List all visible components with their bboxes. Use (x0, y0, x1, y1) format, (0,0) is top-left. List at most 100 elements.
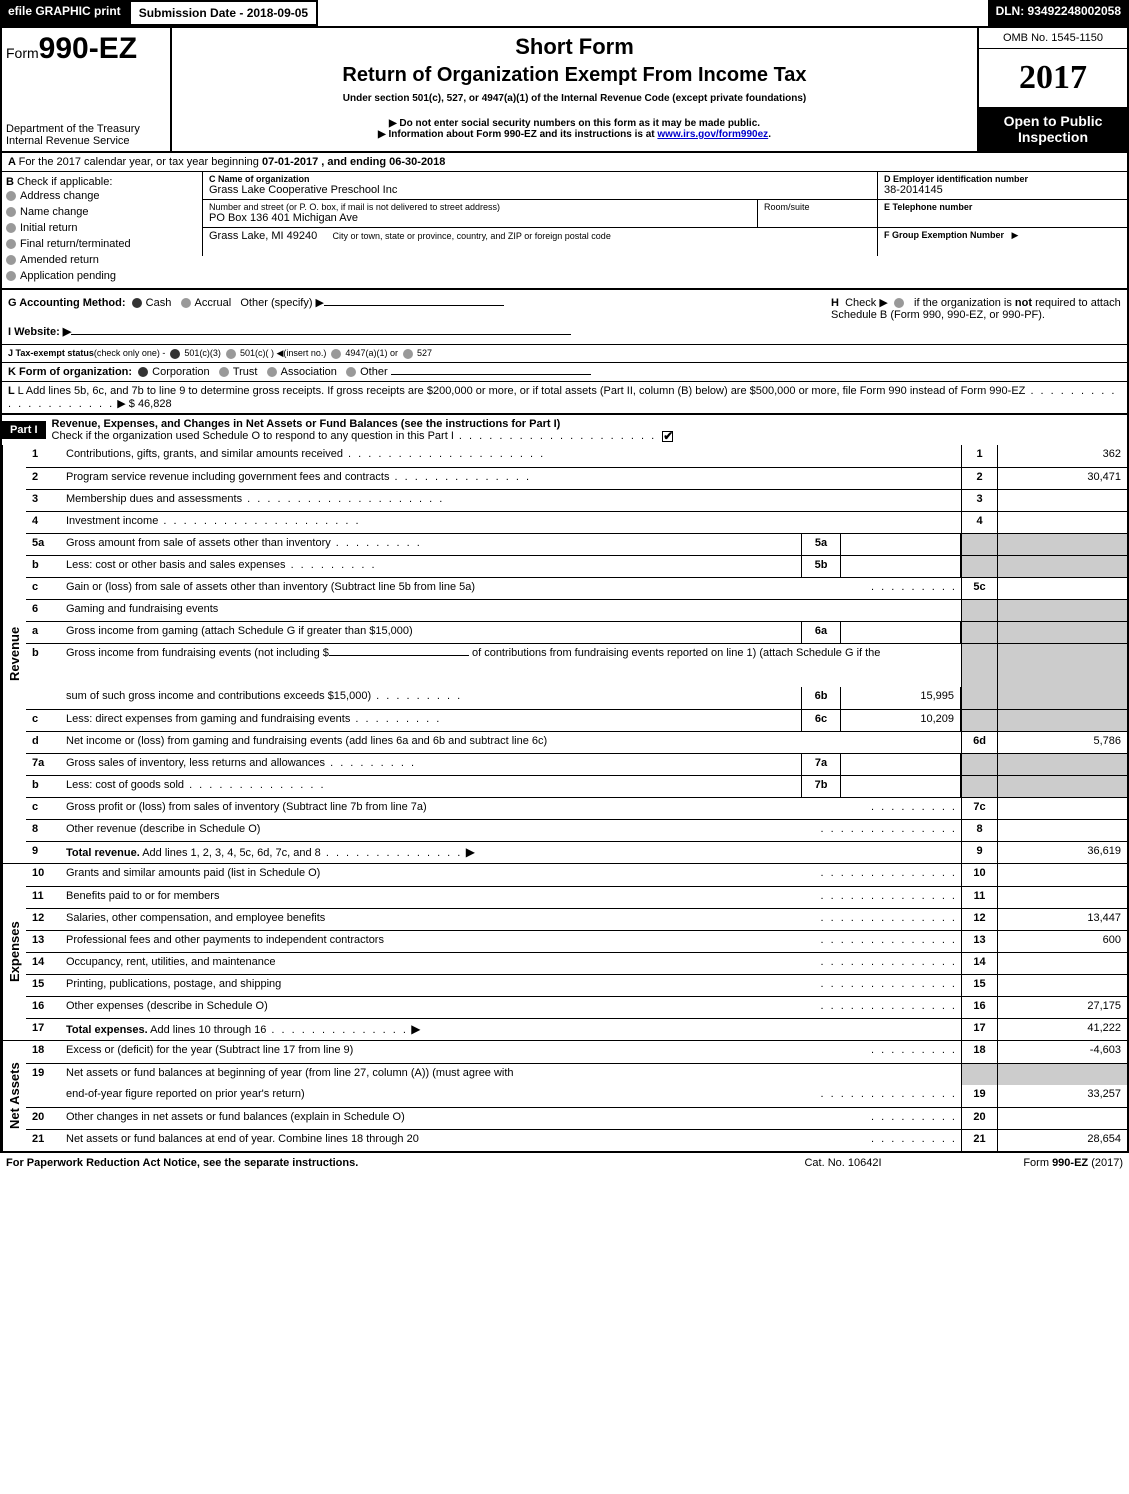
gh-right: H Check ▶ if the organization is not req… (821, 296, 1121, 338)
l6b-desc: Gross income from fundraising events (no… (62, 644, 961, 687)
header-right: OMB No. 1545-1150 2017 Open to Public In… (977, 28, 1127, 151)
efile-badge: efile GRAPHIC print (0, 0, 129, 26)
radio-h-check[interactable] (894, 298, 904, 308)
l6c-val-grey (997, 710, 1127, 731)
field-room: Room/suite (757, 200, 877, 228)
street-label: Number and street (or P. O. box, if mail… (209, 202, 751, 212)
l1-box: 1 (961, 445, 997, 467)
net-assets-section: Net Assets 18 Excess or (deficit) for th… (2, 1040, 1127, 1151)
l7b-subval (841, 776, 961, 797)
l3-num: 3 (26, 490, 62, 511)
radio-cash[interactable] (132, 298, 142, 308)
note-info-post: . (768, 129, 771, 140)
radio-corporation[interactable] (138, 367, 148, 377)
l11-num: 11 (26, 887, 62, 908)
l2-val: 30,471 (997, 468, 1127, 489)
l7a-val-grey (997, 754, 1127, 775)
side-label-net-assets: Net Assets (2, 1041, 26, 1151)
l7b-sub: 7b (801, 776, 841, 797)
top-bar: efile GRAPHIC print Submission Date - 20… (0, 0, 1129, 26)
l15-box: 15 (961, 975, 997, 996)
radio-501c[interactable] (226, 349, 236, 359)
line-20: 20 Other changes in net assets or fund b… (26, 1107, 1127, 1129)
check-address-change[interactable]: Address change (6, 188, 198, 204)
l5b-desc: Less: cost or other basis and sales expe… (66, 559, 286, 571)
l21-val: 28,654 (997, 1130, 1127, 1151)
l18-desc: Excess or (deficit) for the year (Subtra… (66, 1044, 353, 1056)
i-label: I Website: ▶ (8, 326, 71, 338)
irs-link[interactable]: www.irs.gov/form990ez (657, 129, 768, 140)
radio-501c3[interactable] (170, 349, 180, 359)
l2-box: 2 (961, 468, 997, 489)
website-input-line[interactable] (71, 321, 571, 335)
line-7a: 7a Gross sales of inventory, less return… (26, 753, 1127, 775)
l5a-subval (841, 534, 961, 555)
check-initial-return[interactable]: Initial return (6, 220, 198, 236)
radio-other-org[interactable] (346, 367, 356, 377)
j-label: J Tax-exempt status (8, 348, 94, 358)
l6a-box-grey (961, 622, 997, 643)
radio-527[interactable] (403, 349, 413, 359)
g-other: Other (specify) ▶ (240, 297, 324, 309)
radio-association[interactable] (267, 367, 277, 377)
l19-num: 19 (26, 1064, 62, 1085)
l5b-sub: 5b (801, 556, 841, 577)
l7c-box: 7c (961, 798, 997, 819)
k-corp: Corporation (152, 366, 209, 378)
l13-num: 13 (26, 931, 62, 952)
radio-accrual[interactable] (181, 298, 191, 308)
b-item-5: Application pending (20, 270, 116, 282)
k-assoc: Association (281, 366, 337, 378)
row-gh: G Accounting Method: Cash Accrual Other … (0, 290, 1129, 345)
l6-box-grey (961, 600, 997, 621)
line-17: 17 Total expenses. Add lines 10 through … (26, 1018, 1127, 1040)
radio-4947[interactable] (331, 349, 341, 359)
l6b-desc3: sum of such gross income and contributio… (66, 690, 371, 702)
l7c-val (997, 798, 1127, 819)
l10-desc: Grants and similar amounts paid (list in… (66, 867, 320, 879)
l6b-num: b (26, 644, 62, 687)
part1-schedule-o-checkbox[interactable] (662, 431, 673, 442)
k-label: K Form of organization: (8, 366, 132, 378)
l11-desc: Benefits paid to or for members (66, 890, 219, 902)
line-19-top: 19 Net assets or fund balances at beginn… (26, 1063, 1127, 1085)
check-name-change[interactable]: Name change (6, 204, 198, 220)
form-header: Form990-EZ Department of the Treasury In… (0, 26, 1129, 151)
l9-box: 9 (961, 842, 997, 863)
l11-val (997, 887, 1127, 908)
revenue-section: Revenue 1 Contributions, gifts, grants, … (2, 445, 1127, 863)
check-application-pending[interactable]: Application pending (6, 268, 198, 284)
c-label: C Name of organization (209, 174, 310, 184)
l14-desc: Occupancy, rent, utilities, and maintena… (66, 956, 276, 968)
l13-val: 600 (997, 931, 1127, 952)
l6-num: 6 (26, 600, 62, 621)
b-item-1: Name change (20, 206, 89, 218)
j-501c: 501(c)( ) ◀(insert no.) (240, 348, 326, 358)
l5c-num: c (26, 578, 62, 599)
l17-desc: Total expenses. (66, 1024, 148, 1036)
a-mid: , and ending (318, 156, 389, 168)
dept-treasury: Department of the Treasury (6, 123, 166, 135)
l21-num: 21 (26, 1130, 62, 1151)
row-a: A For the 2017 calendar year, or tax yea… (0, 151, 1129, 171)
section-b: B Check if applicable: Address change Na… (2, 172, 202, 288)
subtitle: Under section 501(c), 527, or 4947(a)(1)… (178, 93, 971, 104)
l12-box: 12 (961, 909, 997, 930)
l12-num: 12 (26, 909, 62, 930)
l17-num: 17 (26, 1019, 62, 1040)
l5b-val-grey (997, 556, 1127, 577)
check-amended-return[interactable]: Amended return (6, 252, 198, 268)
line-16: 16 Other expenses (describe in Schedule … (26, 996, 1127, 1018)
l6d-desc: Net income or (loss) from gaming and fun… (66, 735, 547, 747)
l1-num: 1 (26, 445, 62, 467)
radio-trust[interactable] (219, 367, 229, 377)
check-final-return[interactable]: Final return/terminated (6, 236, 198, 252)
l17-box: 17 (961, 1019, 997, 1040)
part1-badge: Part I (2, 421, 46, 439)
line-3: 3 Membership dues and assessments 3 (26, 489, 1127, 511)
l12-desc: Salaries, other compensation, and employ… (66, 912, 325, 924)
l6a-subval (841, 622, 961, 643)
l7c-desc: Gross profit or (loss) from sales of inv… (66, 801, 427, 813)
line-11: 11 Benefits paid to or for members 11 (26, 886, 1127, 908)
k-trust: Trust (233, 366, 258, 378)
